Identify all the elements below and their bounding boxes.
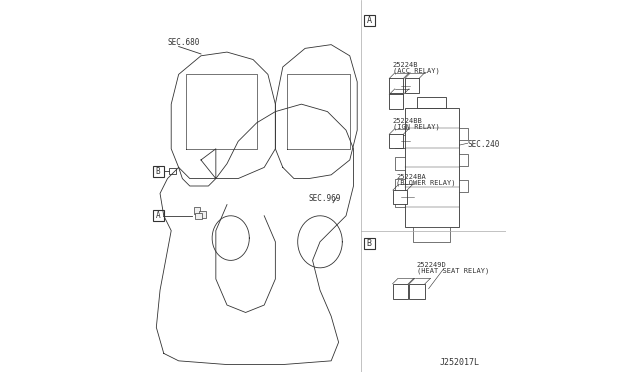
Bar — [459, 128, 468, 140]
Bar — [404, 108, 459, 227]
FancyBboxPatch shape — [152, 166, 164, 177]
Bar — [389, 134, 403, 148]
Text: A: A — [367, 16, 372, 25]
Bar — [417, 97, 447, 108]
Bar — [195, 213, 202, 219]
FancyBboxPatch shape — [364, 238, 374, 249]
Bar — [405, 78, 419, 93]
Text: (ACC RELAY): (ACC RELAY) — [392, 68, 439, 74]
Text: J252017L: J252017L — [440, 357, 480, 366]
Bar — [392, 284, 408, 299]
Text: (IGN RELAY): (IGN RELAY) — [392, 124, 439, 130]
Text: (HEAT SEAT RELAY): (HEAT SEAT RELAY) — [417, 268, 489, 274]
Text: B: B — [367, 239, 372, 248]
Text: B: B — [156, 167, 161, 176]
Bar — [393, 190, 407, 204]
Bar — [413, 227, 450, 242]
Bar — [389, 78, 403, 93]
FancyBboxPatch shape — [152, 210, 164, 221]
Text: SEC.969: SEC.969 — [309, 194, 341, 203]
Bar — [193, 207, 200, 214]
Bar — [396, 157, 404, 170]
Text: 25224BB: 25224BB — [392, 118, 422, 124]
Bar — [389, 94, 403, 109]
Bar — [396, 194, 404, 208]
Bar — [459, 154, 468, 166]
Text: 25224BA: 25224BA — [396, 174, 426, 180]
Text: 252249D: 252249D — [417, 262, 447, 268]
Bar — [396, 135, 404, 148]
Bar — [410, 284, 425, 299]
Text: SEC.240: SEC.240 — [468, 140, 500, 149]
Text: (BLOWER RELAY): (BLOWER RELAY) — [396, 180, 456, 186]
Bar — [459, 180, 468, 192]
Bar — [396, 180, 404, 193]
FancyBboxPatch shape — [364, 15, 374, 26]
Text: 25224B: 25224B — [392, 62, 418, 68]
Text: A: A — [156, 211, 161, 220]
Bar — [170, 168, 176, 174]
Text: SEC.680: SEC.680 — [168, 38, 200, 46]
Bar — [199, 211, 206, 218]
